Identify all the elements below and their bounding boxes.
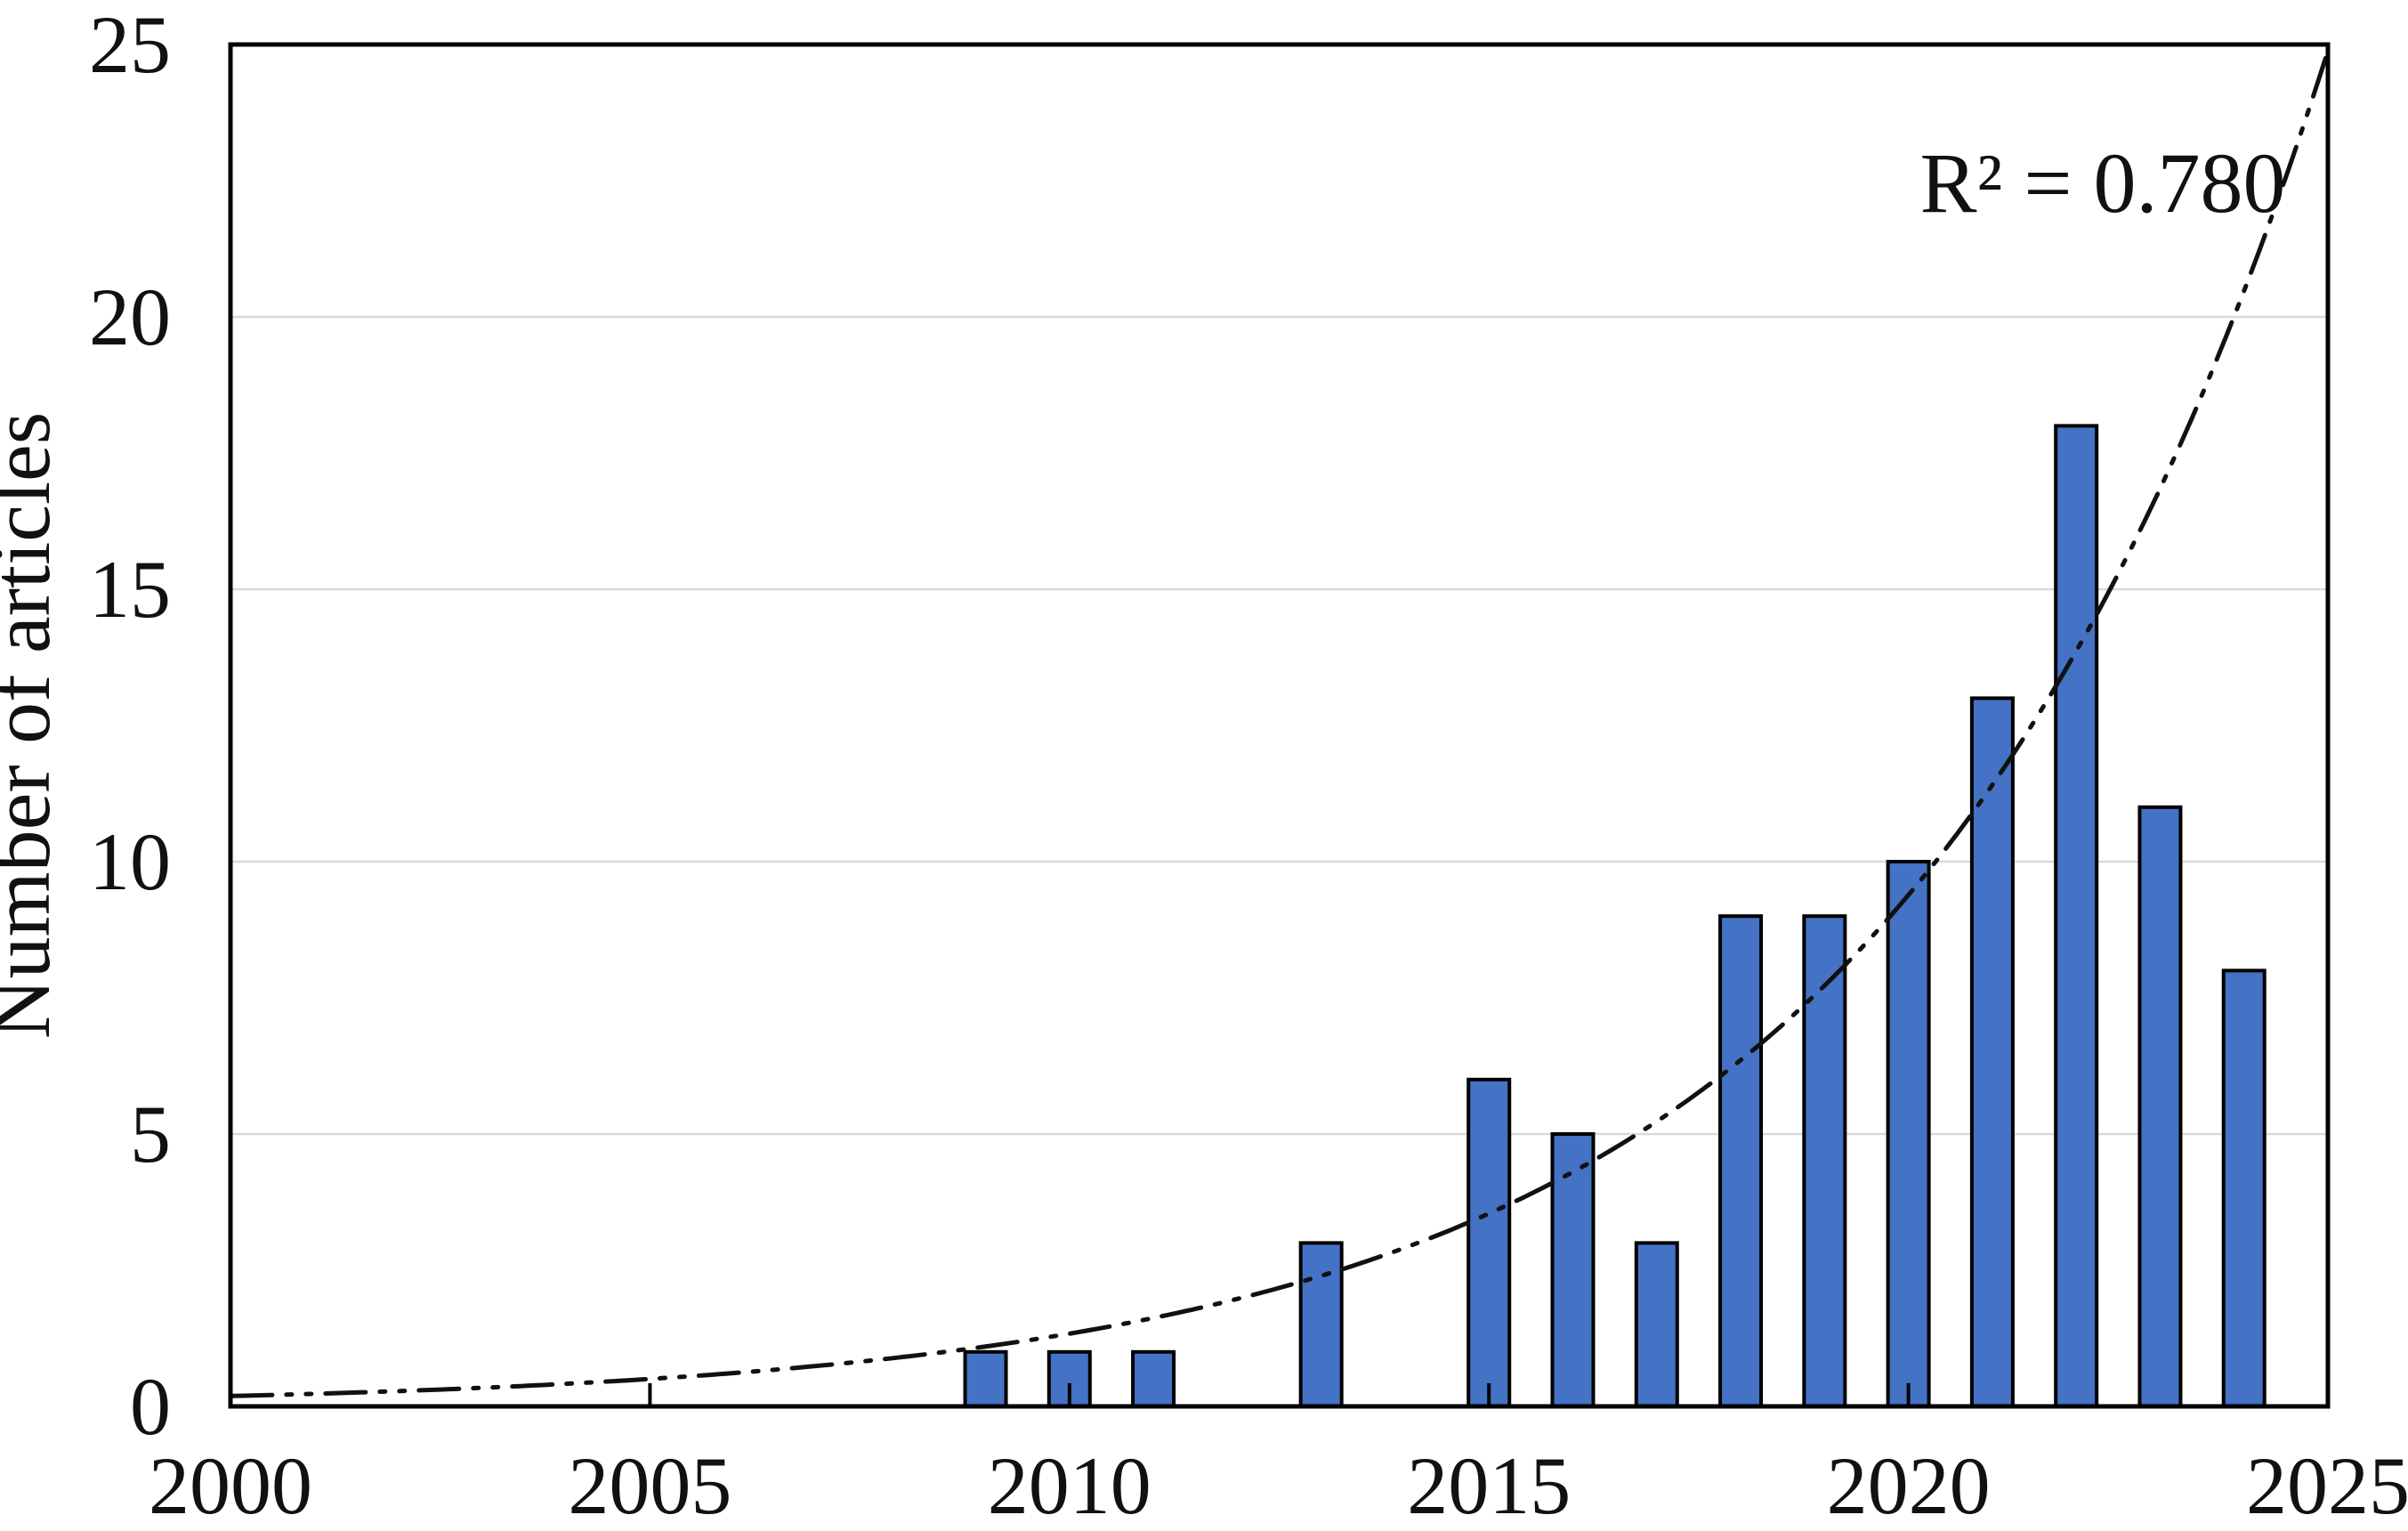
x-tick-label-2015: 2015 (1407, 1440, 1571, 1531)
bar-2018 (1718, 914, 1764, 1408)
bar-2015 (1467, 1077, 1512, 1409)
x-tick-label-2025: 2025 (2246, 1440, 2408, 1531)
x-tick-label-2000: 2000 (149, 1440, 312, 1531)
bar-2023 (2137, 805, 2183, 1408)
bar-2016 (1550, 1132, 1596, 1408)
plot-border (228, 42, 2331, 1409)
trendline (230, 53, 2329, 1398)
y-tick-label-15: 15 (89, 544, 171, 635)
x-tick-label-2010: 2010 (988, 1440, 1151, 1531)
bar-2017 (1634, 1241, 1679, 1409)
bar-2020 (1886, 860, 1931, 1408)
bar-2013 (1298, 1241, 1344, 1409)
r-squared-annotation: R² = 0.780 (1920, 135, 2286, 231)
bar-2009 (963, 1349, 1008, 1409)
bar-2011 (1131, 1349, 1176, 1409)
x-tick-label-2020: 2020 (1827, 1440, 1991, 1531)
bar-2024 (2221, 968, 2267, 1409)
y-axis-title: Number of articles (0, 412, 68, 1040)
y-tick-label-25: 25 (89, 0, 171, 90)
bar-2019 (1802, 914, 1847, 1408)
x-tick-label-2005: 2005 (568, 1440, 731, 1531)
y-tick-label-20: 20 (89, 271, 171, 362)
y-tick-label-5: 5 (130, 1089, 171, 1179)
y-tick-label-10: 10 (89, 816, 171, 907)
bar-2022 (2054, 424, 2099, 1408)
y-tick-label-0: 0 (130, 1361, 171, 1452)
